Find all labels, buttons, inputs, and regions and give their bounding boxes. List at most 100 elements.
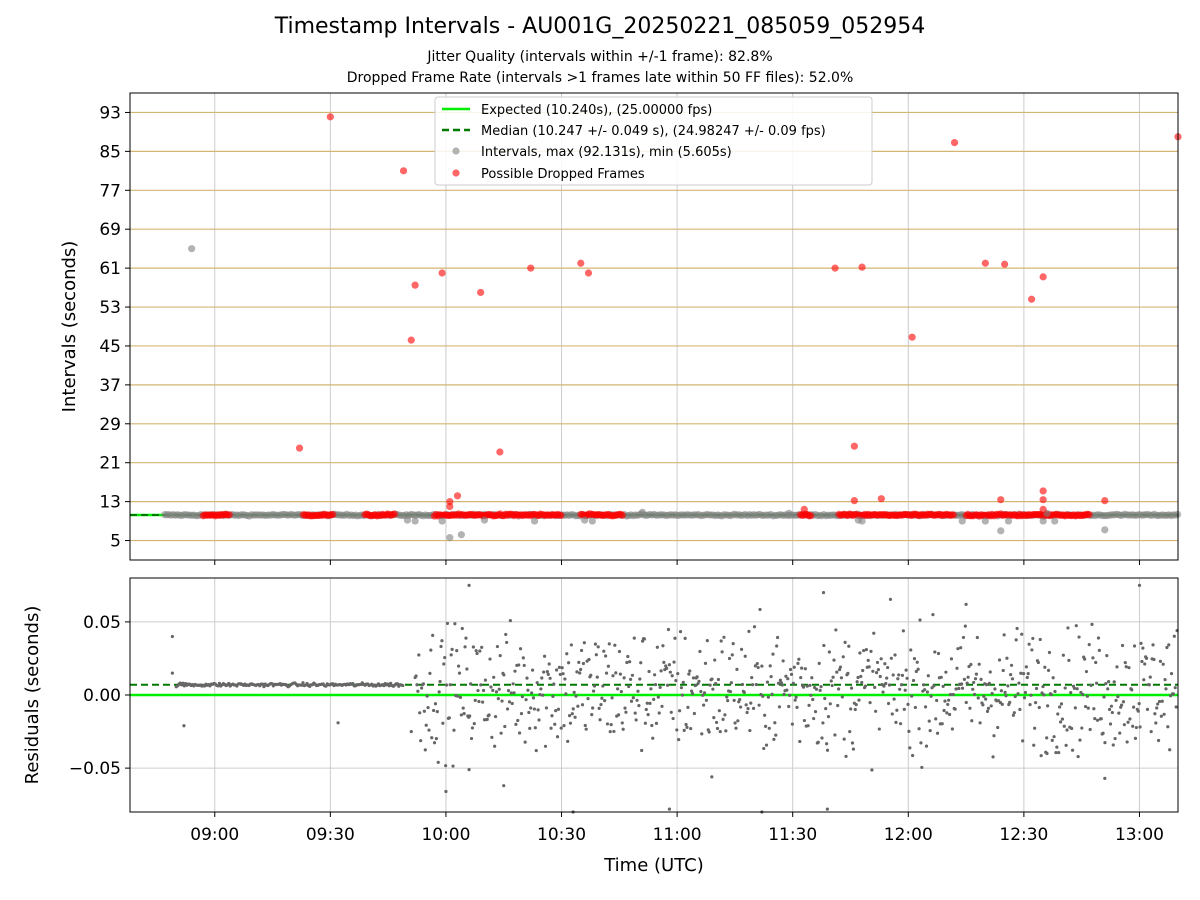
- legend-entry-expected: Expected (10.240s), (25.00000 fps): [481, 103, 712, 118]
- residual-point: [719, 639, 723, 643]
- residual-point: [554, 709, 558, 713]
- residual-point: [914, 669, 918, 674]
- residual-point: [1076, 754, 1080, 759]
- residual-point: [644, 707, 648, 712]
- residual-point: [999, 689, 1003, 693]
- residual-point: [957, 686, 961, 691]
- bottom-y-tick-label: 0.00: [83, 686, 121, 706]
- residual-point: [743, 654, 747, 658]
- residual-point: [680, 693, 684, 697]
- residual-point: [672, 660, 676, 664]
- residual-point: [659, 669, 663, 673]
- residual-point: [1118, 731, 1122, 735]
- residual-point: [778, 678, 782, 682]
- residual-point: [583, 723, 587, 728]
- residual-point: [906, 702, 910, 706]
- residual-point: [724, 729, 728, 733]
- residual-point: [512, 691, 516, 695]
- residual-point: [666, 627, 671, 632]
- residual-point: [1107, 680, 1111, 684]
- residual-point: [686, 705, 690, 709]
- residual-point: [848, 729, 852, 734]
- residual-point: [474, 649, 478, 653]
- residual-point: [758, 607, 762, 612]
- residual-point: [433, 702, 438, 706]
- residual-point: [978, 721, 982, 725]
- residual-point: [1115, 665, 1119, 669]
- top-y-tick-label: 69: [99, 220, 121, 240]
- residual-point: [227, 681, 231, 686]
- x-tick-label: 10:30: [537, 825, 586, 845]
- residual-point: [693, 683, 697, 688]
- residual-point: [800, 666, 804, 670]
- chart-subtitle-jitter: Jitter Quality (intervals within +/-1 fr…: [427, 49, 773, 65]
- residual-point: [669, 710, 673, 714]
- residual-point: [432, 708, 436, 713]
- dropped-frame-point: [453, 492, 462, 500]
- residual-point: [1024, 665, 1028, 669]
- residual-point: [596, 645, 600, 649]
- dropped-frame-point: [1101, 497, 1109, 505]
- dropped-frame-point: [577, 259, 585, 267]
- residual-point: [216, 684, 220, 688]
- residual-point: [702, 703, 706, 707]
- residual-point: [654, 721, 659, 725]
- residual-point: [796, 661, 800, 665]
- residual-point: [854, 703, 858, 707]
- residual-point: [704, 698, 709, 702]
- interval-point: [858, 517, 866, 525]
- residual-point: [1072, 686, 1077, 690]
- residual-point: [600, 696, 604, 700]
- dropped-frame-point: [1039, 487, 1047, 495]
- residual-point: [1087, 643, 1091, 647]
- residual-point: [534, 748, 538, 753]
- residual-point: [451, 764, 455, 768]
- residual-point: [947, 712, 952, 717]
- residual-point: [762, 746, 766, 751]
- residual-point: [520, 695, 524, 699]
- residual-point: [951, 692, 955, 697]
- residual-point: [603, 699, 607, 703]
- residual-point: [707, 730, 711, 734]
- residual-point: [984, 683, 989, 687]
- residual-point: [697, 679, 701, 683]
- dropped-frame-point: [981, 259, 989, 267]
- residual-point: [717, 709, 721, 713]
- residual-point: [508, 619, 512, 623]
- residual-point: [574, 694, 578, 698]
- residual-point: [922, 683, 926, 687]
- top-y-tick-label: 13: [99, 493, 121, 513]
- residual-point: [1038, 637, 1042, 642]
- residual-point: [444, 789, 448, 794]
- residual-point: [1065, 728, 1069, 732]
- residual-point: [617, 649, 622, 654]
- residual-point: [547, 662, 551, 666]
- residual-point: [840, 695, 844, 699]
- residual-point: [1097, 648, 1101, 652]
- residual-point: [570, 712, 574, 716]
- residual-point: [875, 660, 880, 665]
- residual-point: [857, 698, 861, 702]
- residual-point: [1012, 711, 1016, 715]
- residual-point: [851, 747, 856, 751]
- residual-point: [530, 668, 535, 672]
- interval-point: [1051, 517, 1059, 525]
- residual-point: [808, 683, 812, 687]
- dropped-frame-point: [407, 336, 415, 344]
- chart-title: Timestamp Intervals - AU001G_20250221_08…: [274, 14, 926, 39]
- dropped-frame-point: [411, 281, 419, 289]
- residual-point: [1015, 626, 1019, 631]
- residual-point: [1105, 653, 1109, 658]
- residual-point: [763, 713, 767, 717]
- residual-point: [418, 711, 422, 715]
- residual-point: [170, 671, 174, 675]
- residual-point: [928, 729, 932, 733]
- residual-point: [662, 660, 666, 664]
- residual-point: [1058, 705, 1062, 709]
- residual-point: [964, 700, 968, 705]
- residual-point: [900, 673, 905, 677]
- residual-point: [542, 654, 547, 658]
- residual-point: [702, 691, 707, 695]
- residual-point: [573, 715, 577, 719]
- residual-point: [472, 722, 476, 726]
